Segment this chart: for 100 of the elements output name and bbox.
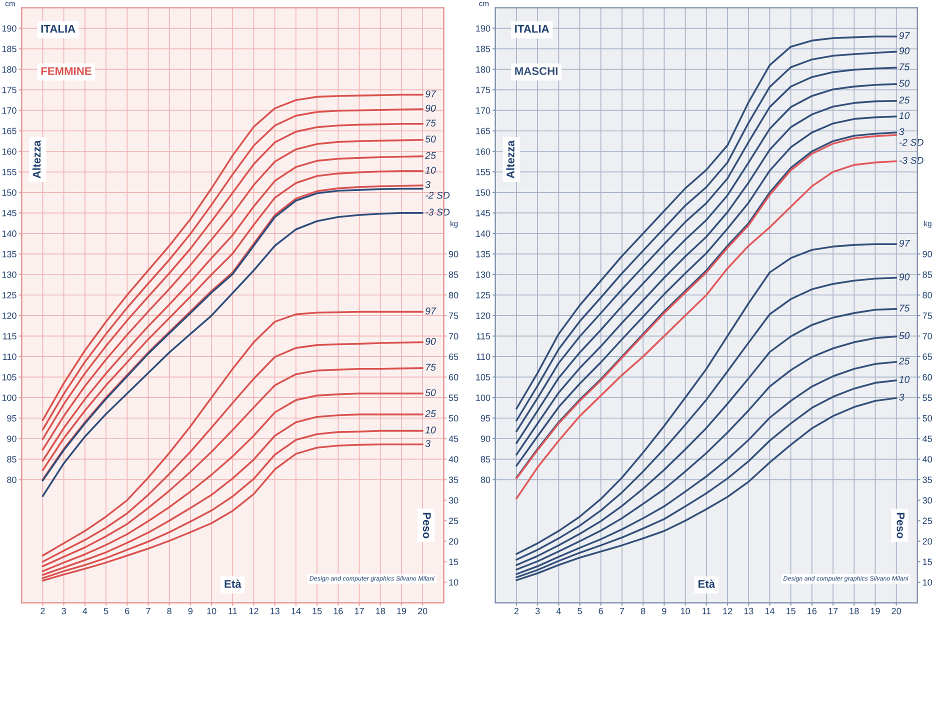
y2-tick-label: 35 xyxy=(922,476,932,484)
y2-tick-label: 35 xyxy=(448,476,458,484)
series-label: 3 xyxy=(899,394,904,401)
y2-tick-label: 15 xyxy=(922,558,932,566)
x-tick-label: 10 xyxy=(207,608,216,614)
y2-axis-title: Peso xyxy=(896,512,904,538)
x-tick-label: 20 xyxy=(418,608,428,614)
x-tick-label: 6 xyxy=(598,608,604,614)
y-tick-label: 185 xyxy=(476,46,490,52)
y-tick-label: 145 xyxy=(2,210,16,216)
y-tick-label: 155 xyxy=(2,168,16,176)
series-label: 97 xyxy=(425,90,436,98)
y2-tick-label: 75 xyxy=(922,312,932,319)
x-tick-label: 14 xyxy=(292,608,301,614)
y-tick-label: 80 xyxy=(480,476,490,484)
y-tick-label: 125 xyxy=(2,292,16,298)
x-tick-label: 3 xyxy=(62,608,66,614)
y-tick-label: 180 xyxy=(476,66,490,73)
y2-tick-label: 70 xyxy=(922,333,932,340)
y2-tick-label: 80 xyxy=(448,292,458,298)
x-tick-label: 8 xyxy=(640,608,646,614)
y-axis-title: Altezza xyxy=(32,140,41,178)
y-tick-label: 120 xyxy=(476,312,490,319)
series-label: -3 SD xyxy=(426,208,450,216)
y-tick-label: 90 xyxy=(480,436,490,442)
series-label: 75 xyxy=(900,304,910,312)
x-tick-label: 18 xyxy=(376,608,385,614)
y-tick-label: 140 xyxy=(476,230,490,237)
x-tick-label: 5 xyxy=(578,608,582,614)
y-tick-label: 90 xyxy=(7,436,16,442)
series-label: 75 xyxy=(426,120,436,126)
x-tick-label: 12 xyxy=(249,608,258,614)
x-tick-label: 19 xyxy=(397,608,406,614)
y2-tick-label: 40 xyxy=(448,456,458,463)
y-tick-label: 165 xyxy=(2,128,16,134)
y2-tick-label: 50 xyxy=(448,415,458,422)
y2-tick-label: 85 xyxy=(922,271,932,278)
y-axis-title: Altezza xyxy=(506,140,514,178)
x-tick-label: 19 xyxy=(870,608,880,614)
series-label: 90 xyxy=(899,47,910,54)
y-tick-label: 110 xyxy=(3,354,16,360)
series-label: 50 xyxy=(425,136,436,142)
y2-tick-label: 30 xyxy=(448,497,458,504)
series-label: 25 xyxy=(898,96,910,104)
x-tick-label: 13 xyxy=(744,608,754,614)
series-label: 10 xyxy=(899,112,910,120)
y-tick-label: 150 xyxy=(476,189,490,196)
series-label: 97 xyxy=(899,240,910,247)
series-label: 50 xyxy=(899,80,910,87)
y2-tick-label: 45 xyxy=(922,436,932,442)
series-label: 3 xyxy=(899,128,904,136)
x-tick-label: 12 xyxy=(723,608,732,614)
y-tick-label: 155 xyxy=(476,168,490,176)
x-axis-title: Età xyxy=(224,580,242,588)
y2-tick-label: 55 xyxy=(922,394,932,401)
series-label: 3 xyxy=(425,440,430,447)
y2-tick-label: 60 xyxy=(922,374,932,380)
y2-tick-label: 55 xyxy=(448,394,458,401)
y-tick-label: 105 xyxy=(476,374,490,380)
text: MASCHI xyxy=(515,67,558,75)
text: FEMMINE xyxy=(41,67,92,75)
y-tick-label: 175 xyxy=(2,86,16,94)
x-tick-label: 15 xyxy=(312,608,322,614)
series-label: 75 xyxy=(900,63,910,70)
y2-tick-label: 75 xyxy=(449,312,458,319)
y-tick-label: 170 xyxy=(2,107,16,114)
x-tick-label: 20 xyxy=(892,608,902,614)
x-tick-label: 17 xyxy=(828,608,838,614)
x-tick-label: 4 xyxy=(82,608,88,614)
y-tick-label: 170 xyxy=(476,107,490,114)
x-tick-label: 16 xyxy=(808,608,817,614)
x-tick-label: 9 xyxy=(188,608,193,614)
y-tick-label: 190 xyxy=(476,25,490,32)
y2-tick-label: 30 xyxy=(922,497,932,504)
text: ITALIA xyxy=(41,25,76,33)
y-tick-label: 115 xyxy=(3,333,16,340)
y-tick-label: 150 xyxy=(2,189,16,196)
x-tick-label: 8 xyxy=(167,608,172,614)
y-tick-label: 100 xyxy=(2,394,16,401)
series-label: -2 SD xyxy=(426,192,450,199)
y-tick-label: 180 xyxy=(2,66,16,73)
y-tick-label: 125 xyxy=(476,292,490,298)
y-tick-label: 115 xyxy=(476,333,490,340)
series-label: 50 xyxy=(899,332,910,340)
y-tick-label: 95 xyxy=(7,415,16,422)
x-axis-title: Età xyxy=(698,580,716,588)
x-tick-label: 5 xyxy=(104,608,108,614)
y2-tick-label: 40 xyxy=(922,456,932,463)
x-tick-label: 15 xyxy=(786,608,796,614)
x-tick-label: 13 xyxy=(270,608,280,614)
y-tick-label: 95 xyxy=(480,415,490,422)
series-label: 25 xyxy=(425,410,436,418)
text: ITALIA xyxy=(515,25,550,33)
x-tick-label: 17 xyxy=(354,608,364,614)
y-tick-label: 140 xyxy=(2,230,16,237)
x-tick-label: 7 xyxy=(620,608,624,614)
y2-axis-title: Peso xyxy=(422,512,431,538)
x-tick-label: 10 xyxy=(680,608,690,614)
x-tick-label: 3 xyxy=(535,608,540,614)
y2-tick-label: 90 xyxy=(922,250,932,258)
